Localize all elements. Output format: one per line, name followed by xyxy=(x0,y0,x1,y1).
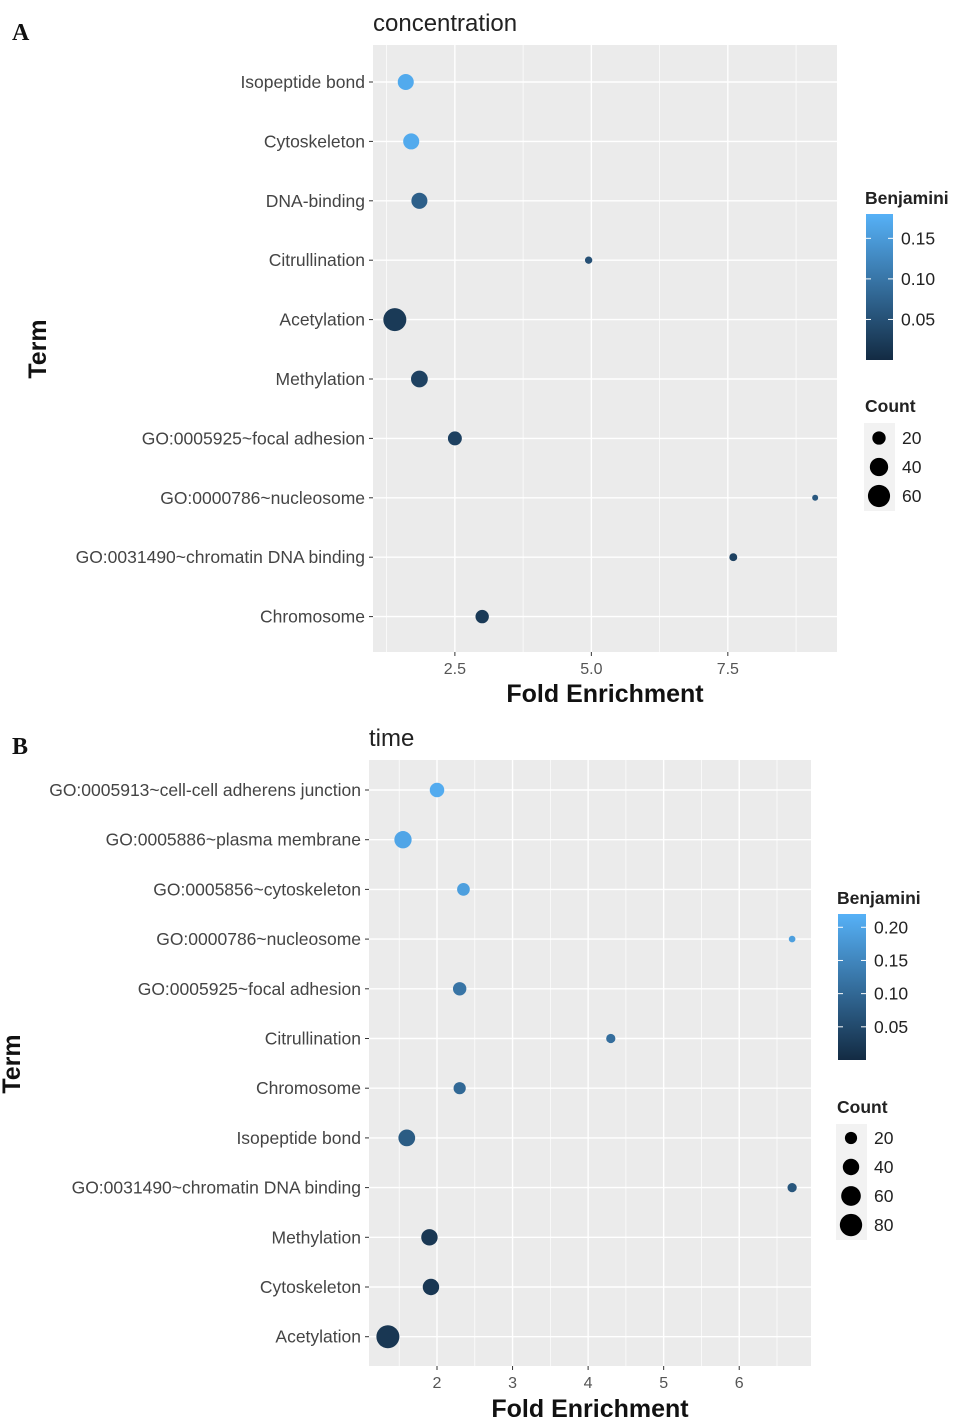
color-bar-label: 0.05 xyxy=(901,309,935,329)
x-axis-title: Fold Enrichment xyxy=(506,680,704,708)
category-label: GO:0005925~focal adhesion xyxy=(142,428,365,448)
data-point xyxy=(788,935,796,943)
size-legend-label: 80 xyxy=(874,1215,894,1235)
category-label: GO:0005925~focal adhesion xyxy=(138,979,361,999)
color-legend-title: Benjamini xyxy=(865,188,949,208)
data-point xyxy=(584,256,593,264)
category-label: Citrullination xyxy=(269,250,365,270)
data-points xyxy=(376,782,797,1349)
category-label: GO:0031490~chromatin DNA binding xyxy=(76,547,365,567)
size-legend-dot xyxy=(841,1186,861,1206)
data-point xyxy=(447,431,462,446)
data-point xyxy=(397,73,414,91)
plot-title: time xyxy=(369,725,414,752)
x-axis-title: Fold Enrichment xyxy=(491,1395,689,1421)
category-label: GO:0005886~plasma membrane xyxy=(106,830,361,850)
color-legend-title: Benjamini xyxy=(837,888,921,908)
size-legend-dot xyxy=(839,1213,863,1237)
data-point xyxy=(729,553,738,562)
size-legend-title: Count xyxy=(837,1097,888,1117)
gridlines xyxy=(369,760,811,1366)
category-label: GO:0000786~nucleosome xyxy=(160,488,365,508)
x-tick-label: 4 xyxy=(584,1375,593,1392)
data-point xyxy=(376,1325,400,1349)
size-legend-dot xyxy=(872,431,886,445)
data-point xyxy=(475,609,489,624)
category-label: GO:0005856~cytoskeleton xyxy=(153,879,361,899)
plot-title: concentration xyxy=(373,10,517,37)
category-label: Acetylation xyxy=(279,310,365,330)
x-tick-label: 2.5 xyxy=(444,661,466,678)
category-label: Isopeptide bond xyxy=(236,1128,361,1148)
data-point xyxy=(457,883,470,896)
data-point xyxy=(429,782,445,798)
category-label: Cytoskeleton xyxy=(260,1277,361,1297)
category-label: GO:0031490~chromatin DNA binding xyxy=(72,1178,361,1198)
size-legend-label: 60 xyxy=(902,486,922,506)
y-axis-title: Term xyxy=(24,319,52,378)
data-point xyxy=(453,1082,466,1095)
category-label: DNA-binding xyxy=(266,191,365,211)
data-point xyxy=(606,1033,616,1044)
category-label: Methylation xyxy=(276,369,366,389)
category-label: Chromosome xyxy=(256,1078,361,1098)
size-legend-label: 60 xyxy=(874,1186,894,1206)
size-legend-dot xyxy=(844,1131,858,1145)
color-bar xyxy=(866,214,893,360)
panel-label: A xyxy=(12,20,30,46)
gridlines xyxy=(373,45,837,652)
category-label: GO:0005913~cell-cell adherens junction xyxy=(49,780,361,800)
x-tick-label: 3 xyxy=(508,1375,517,1392)
category-label: Citrullination xyxy=(265,1029,361,1049)
legend: Benjamini 0.20 0.15 0.10 0.05 Count 20 40 60 80 xyxy=(836,888,921,1240)
size-legend-label: 40 xyxy=(874,1157,894,1177)
color-bar-label: 0.20 xyxy=(874,917,908,937)
category-label: GO:0000786~nucleosome xyxy=(156,929,361,949)
data-points xyxy=(383,73,819,624)
size-legend-label: 20 xyxy=(902,428,922,448)
data-point xyxy=(403,133,420,150)
category-label: Chromosome xyxy=(260,607,365,627)
color-bar-label: 0.15 xyxy=(874,950,908,970)
legend: Benjamini 0.15 0.10 0.05 Count 20 40 60 xyxy=(864,188,949,511)
x-tick-label: 2 xyxy=(433,1375,442,1392)
x-tick-label: 5.0 xyxy=(580,661,602,678)
x-tick-label: 7.5 xyxy=(717,661,739,678)
color-bar-label: 0.15 xyxy=(901,228,935,248)
category-label: Isopeptide bond xyxy=(240,72,365,92)
size-legend-dot xyxy=(842,1158,860,1176)
color-bar-label: 0.10 xyxy=(901,269,935,289)
size-legend-label: 20 xyxy=(874,1128,894,1148)
x-tick-label: 5 xyxy=(659,1375,668,1392)
size-legend-dot xyxy=(867,484,891,508)
x-tick-label: 6 xyxy=(735,1375,744,1392)
category-label: Cytoskeleton xyxy=(264,131,365,151)
size-legend-label: 40 xyxy=(902,457,922,477)
plot-background xyxy=(373,45,837,652)
data-point xyxy=(787,1182,797,1193)
y-axis-title: Term xyxy=(0,1034,26,1093)
data-point xyxy=(394,831,412,849)
data-point xyxy=(398,1129,416,1147)
category-label: Acetylation xyxy=(275,1327,361,1347)
color-bar-label: 0.10 xyxy=(874,984,908,1004)
panel-label: B xyxy=(12,734,28,760)
data-point xyxy=(411,370,428,388)
data-point xyxy=(411,192,428,209)
data-point xyxy=(812,494,819,501)
category-label: Methylation xyxy=(272,1227,362,1247)
color-bar xyxy=(838,914,866,1060)
color-bar-label: 0.05 xyxy=(874,1017,908,1037)
data-point xyxy=(421,1229,438,1246)
data-point xyxy=(383,308,407,332)
size-legend-dot xyxy=(869,457,889,477)
size-legend-title: Count xyxy=(865,396,916,416)
plot-background xyxy=(369,760,811,1366)
data-point xyxy=(452,982,467,996)
data-point xyxy=(422,1278,440,1296)
